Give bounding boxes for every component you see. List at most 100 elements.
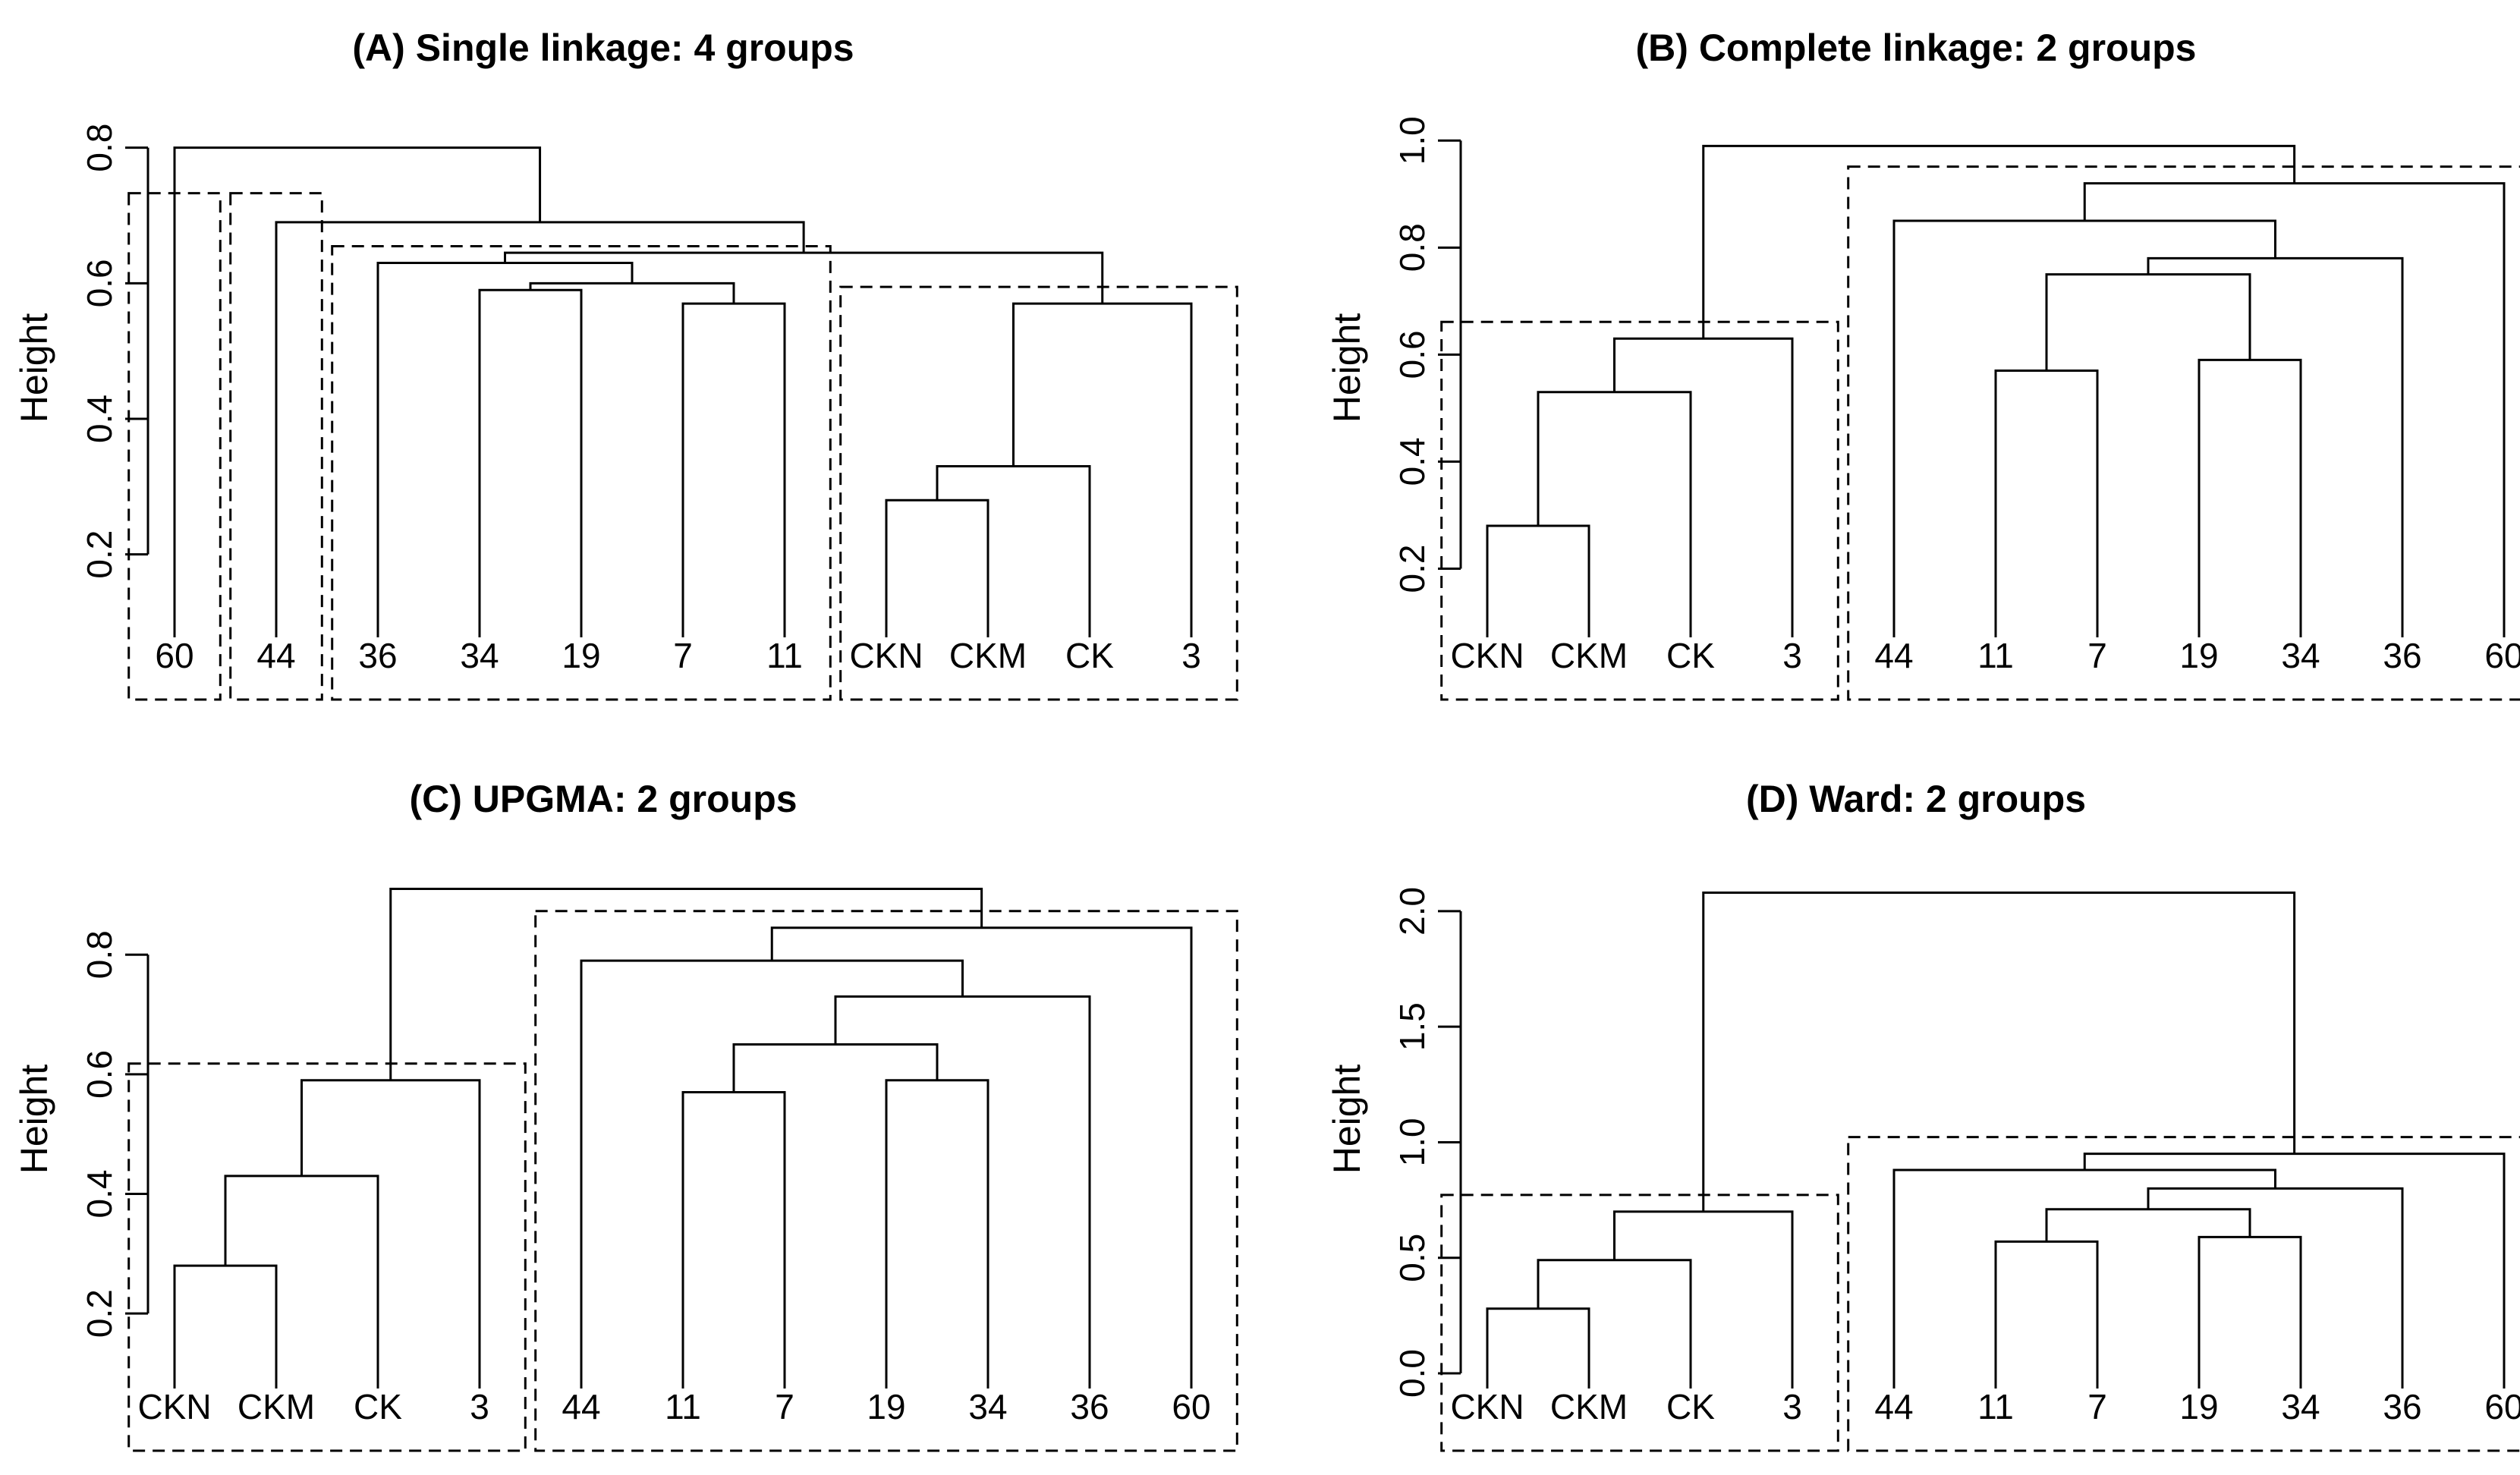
- y-tick-label: 0.4: [80, 395, 119, 443]
- dendrogram-panel-4: (D) Ward: 2 groups Height 0.0 0.5 1.0 1.5 2.0 C…: [1326, 778, 2520, 1452]
- group-box: [534, 910, 1238, 1452]
- leaf-label: 44: [1874, 1387, 1913, 1426]
- leaf-label: 19: [867, 1387, 905, 1426]
- y-tick-label: 0.2: [1392, 544, 1432, 593]
- leaf-label: 11: [1977, 1387, 2014, 1426]
- y-tick-label: 0.0: [1392, 1349, 1432, 1398]
- leaf-label: 11: [1977, 636, 2014, 675]
- dendrogram-branch: [1486, 1307, 1590, 1389]
- dendrogram-branch: [1994, 370, 2099, 637]
- leaf-label: CKM: [238, 1387, 315, 1426]
- leaf-label: 60: [2484, 1387, 2520, 1426]
- leaf-label: 44: [562, 1387, 600, 1426]
- y-tick-label: 0.6: [80, 1050, 119, 1099]
- dendrogram-branch: [2083, 182, 2506, 637]
- dendrogram-branch: [300, 1079, 481, 1389]
- dendrogram-branch: [885, 1079, 989, 1389]
- leaf-label: 7: [2087, 636, 2107, 675]
- leaf-label: 3: [1782, 636, 1802, 675]
- group-box: [127, 192, 222, 701]
- y-tick-label: 0.6: [1392, 330, 1432, 379]
- y-tick-label: 1.0: [1392, 1118, 1432, 1166]
- dendrogram-branch: [1892, 1168, 2276, 1389]
- leaf-label: 60: [2484, 636, 2520, 675]
- group-box: [1440, 1194, 1839, 1452]
- dendrogram-branch: [389, 888, 983, 1080]
- leaf-label: 3: [470, 1387, 489, 1426]
- y-axis-label: Height: [13, 1065, 55, 1175]
- leaf-label: CKM: [1550, 636, 1628, 675]
- dendrogram-branch: [275, 221, 805, 637]
- leaf-label: 7: [775, 1387, 794, 1426]
- leaf-label: CKN: [849, 636, 923, 675]
- dendrogram-branch: [2198, 1235, 2302, 1389]
- y-tick-label: 0.5: [1392, 1234, 1432, 1282]
- dendrogram-branch: [681, 1091, 786, 1389]
- leaf-label: CK: [1666, 1387, 1715, 1426]
- y-tick-label: 1.5: [1392, 1002, 1432, 1051]
- leaf-label: 36: [2383, 636, 2421, 675]
- group-box: [1440, 320, 1839, 701]
- dendrogram-branch: [834, 995, 1091, 1389]
- leaf-label: 7: [2087, 1387, 2107, 1426]
- leaf-label: 19: [2179, 636, 2218, 675]
- y-tick-label: 0.2: [80, 530, 119, 579]
- dendrogram-branch: [173, 146, 542, 637]
- leaf-label: 34: [2281, 1387, 2320, 1426]
- dendrogram-branch: [2198, 358, 2302, 637]
- dendrogram-branch: [1702, 144, 2296, 339]
- dendrogram-branch: [2147, 256, 2404, 637]
- leaf-label: CKN: [1450, 636, 1524, 675]
- dendrogram-branch: [376, 262, 634, 637]
- y-tick-label: 1.0: [1392, 116, 1432, 165]
- y-tick-label: 0.4: [1392, 437, 1432, 486]
- leaf-label: CKM: [949, 636, 1027, 675]
- y-tick-label: 0.6: [80, 259, 119, 307]
- dendrogram-branch: [2147, 1187, 2404, 1389]
- leaf-label: 44: [1874, 636, 1913, 675]
- y-tick-label: 0.8: [80, 930, 119, 979]
- leaf-label: CK: [354, 1387, 402, 1426]
- dendrogram-branch: [732, 1043, 939, 1093]
- y-tick-label: 0.2: [80, 1289, 119, 1338]
- leaf-label: 36: [2383, 1387, 2421, 1426]
- chart-title: (B) Complete linkage: 2 groups: [1636, 27, 2197, 69]
- y-tick-label: 0.8: [1392, 223, 1432, 272]
- leaf-label: 3: [1181, 636, 1201, 675]
- dendrogram-branch: [1537, 1259, 1692, 1389]
- y-axis-label: Height: [13, 313, 55, 423]
- dendrogram-branch: [580, 959, 964, 1389]
- dendrogram-panel-3: (C) UPGMA: 2 groups Height 0.2 0.4 0.6 0.8 CKN…: [13, 778, 1238, 1452]
- leaf-label: 36: [1070, 1387, 1109, 1426]
- chart-title: (A) Single linkage: 4 groups: [352, 27, 854, 69]
- y-tick-label: 0.8: [80, 124, 119, 172]
- dendrogram-branch: [529, 281, 735, 304]
- dendrogram-branch: [1537, 391, 1692, 637]
- dendrogram-branch: [1994, 1240, 2099, 1389]
- y-tick-label: 0.4: [80, 1170, 119, 1219]
- dendrogram-branch: [2045, 273, 2251, 371]
- group-box: [1847, 1136, 2520, 1452]
- leaf-label: 11: [665, 1387, 701, 1426]
- leaf-label: 34: [968, 1387, 1007, 1426]
- leaf-label: CK: [1065, 636, 1114, 675]
- leaf-label: 3: [1782, 1387, 1802, 1426]
- y-axis-label: Height: [1326, 313, 1368, 423]
- dendrogram-branch: [1486, 524, 1590, 637]
- dendrogram-branch: [1892, 219, 2276, 637]
- group-box: [1847, 165, 2520, 701]
- dendrogram-branch: [681, 302, 786, 637]
- leaf-label: 60: [155, 636, 193, 675]
- dendrogram-branch: [1613, 1210, 1794, 1389]
- group-box: [229, 192, 323, 701]
- leaf-label: CKN: [1450, 1387, 1524, 1426]
- dendrogram-branch: [936, 465, 1091, 637]
- leaf-label: 60: [1172, 1387, 1210, 1426]
- leaf-label: CK: [1666, 636, 1715, 675]
- dendrogram-panel-1: (A) Single linkage: 4 groups Height 0.2 0.4…: [13, 27, 1238, 701]
- dendrogram-branch: [224, 1175, 379, 1389]
- leaf-label: CKM: [1550, 1387, 1628, 1426]
- dendrogram-branch: [885, 498, 989, 637]
- leaf-label: 19: [562, 636, 600, 675]
